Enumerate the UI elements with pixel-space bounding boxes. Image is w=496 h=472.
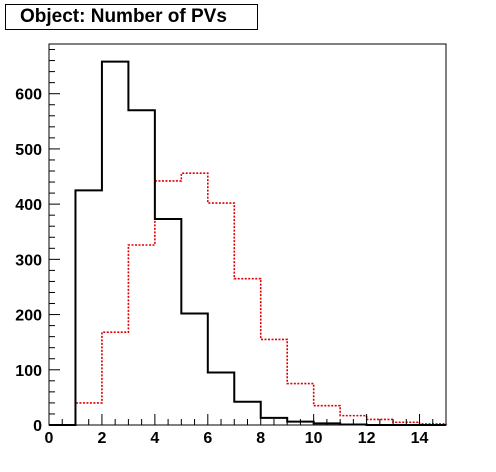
y-tick-label: 100 <box>15 363 42 380</box>
chart-title: Object: Number of PVs <box>5 4 258 30</box>
plot-frame <box>48 43 447 426</box>
x-tick-label: 6 <box>203 430 212 447</box>
x-tick-label: 12 <box>358 430 376 447</box>
x-tick-label: 14 <box>411 430 429 447</box>
y-tick-label: 0 <box>33 418 42 435</box>
y-tick-label: 500 <box>15 142 42 159</box>
y-tick-label: 400 <box>15 197 42 214</box>
series-2-histogram <box>49 172 447 426</box>
axis-layer: 0 2 4 6 8 10 12 14 0 100 200 300 400 500 600 <box>15 49 447 447</box>
x-tick-label: 0 <box>45 430 54 447</box>
y-tick-label: 300 <box>15 252 42 269</box>
y-tick-label: 200 <box>15 308 42 325</box>
x-tick-label: 8 <box>256 430 265 447</box>
x-tick-label: 2 <box>97 430 106 447</box>
y-tick-label: 600 <box>15 87 42 104</box>
x-tick-label: 10 <box>305 430 323 447</box>
x-tick-label: 4 <box>150 430 159 447</box>
